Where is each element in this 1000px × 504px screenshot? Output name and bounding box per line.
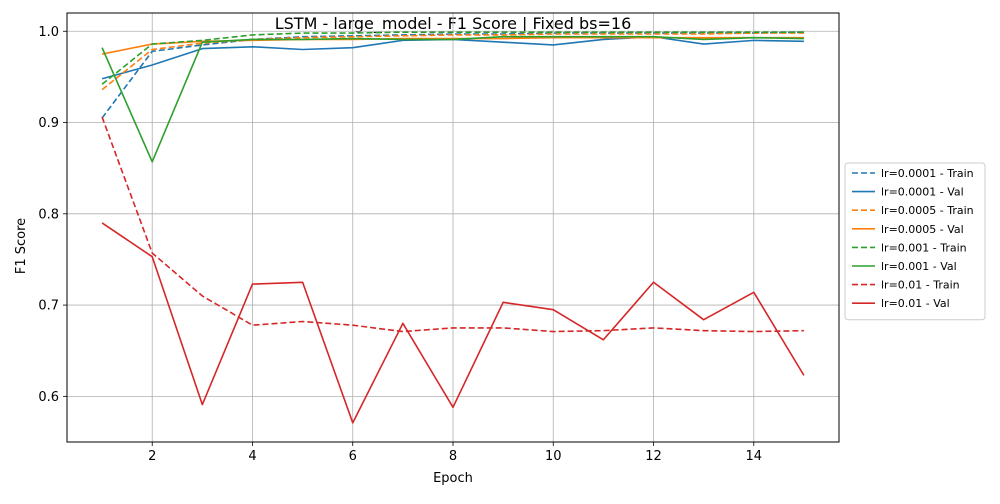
legend-label: lr=0.01 - Val xyxy=(881,297,950,310)
axis-ticks: 2 4 6 8 10 12 14 0.6 0.7 0.8 0.9 1.0 xyxy=(38,25,762,464)
y-tick-label: 0.7 xyxy=(38,299,59,314)
legend: lr=0.0001 - Train lr=0.0001 - Val lr=0.000… xyxy=(844,162,986,321)
y-tick-label: 0.8 xyxy=(38,207,59,222)
series-line-5 xyxy=(101,35,804,163)
x-tick-label: 6 xyxy=(349,449,357,464)
legend-label: lr=0.0005 - Train xyxy=(881,204,974,217)
x-tick-label: 12 xyxy=(645,449,662,464)
series-line-4 xyxy=(101,31,804,85)
y-axis-label: F1 Score xyxy=(14,218,29,274)
x-tick-label: 14 xyxy=(746,449,763,464)
x-tick-label: 8 xyxy=(449,449,457,464)
plot-series xyxy=(101,31,805,424)
y-tick-label: 0.9 xyxy=(38,116,59,131)
grid xyxy=(67,13,839,442)
x-tick-label: 4 xyxy=(248,449,256,464)
series-line-7 xyxy=(101,222,805,424)
series-line-6 xyxy=(101,116,804,333)
legend-label: lr=0.01 - Train xyxy=(881,279,960,292)
x-tick-label: 2 xyxy=(148,449,156,464)
legend-label: lr=0.001 - Train xyxy=(881,241,967,254)
y-tick-label: 0.6 xyxy=(38,390,59,405)
legend-label: lr=0.0001 - Train xyxy=(881,167,974,180)
legend-label: lr=0.0001 - Val xyxy=(881,186,964,199)
y-tick-label: 1.0 xyxy=(38,25,59,40)
x-tick-label: 10 xyxy=(545,449,562,464)
x-axis-label: Epoch xyxy=(433,471,473,486)
legend-box xyxy=(844,162,986,321)
legend-label: lr=0.0005 - Val xyxy=(881,223,964,236)
legend-label: lr=0.001 - Val xyxy=(881,260,957,273)
